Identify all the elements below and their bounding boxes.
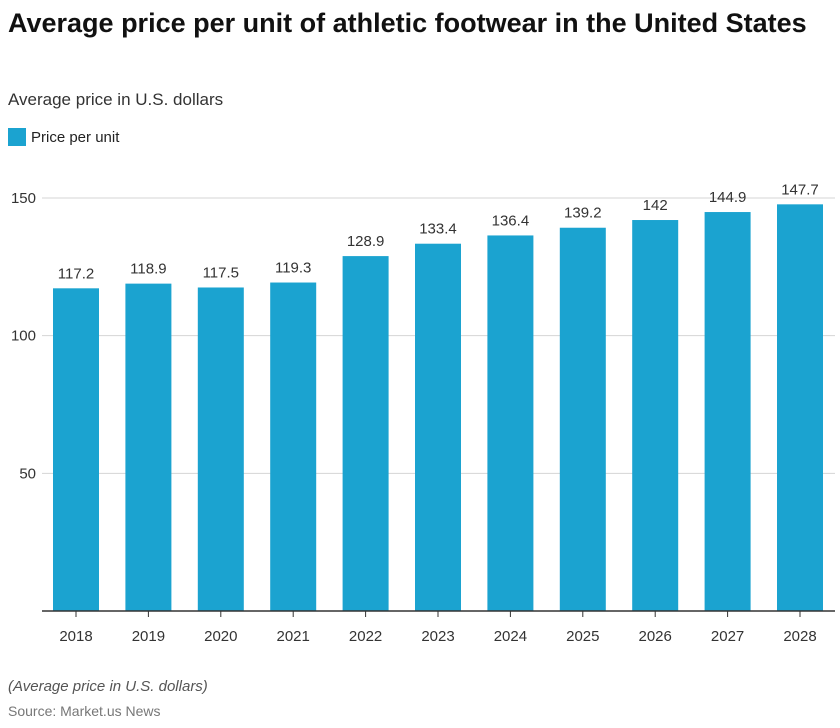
bar (342, 256, 389, 611)
y-tick-label: 150 (11, 190, 36, 207)
legend: Price per unit (8, 128, 119, 146)
bar (559, 227, 606, 611)
x-tick-label: 2027 (711, 628, 744, 645)
data-label: 117.5 (203, 264, 239, 281)
chart-subtitle: Average price in U.S. dollars (8, 90, 224, 109)
y-tick-label: 100 (11, 328, 36, 345)
x-tick-label: 2025 (566, 628, 599, 645)
x-tick-label: 2021 (277, 628, 310, 645)
data-label: 117.2 (58, 265, 94, 282)
x-tick-label: 2028 (783, 628, 816, 645)
x-tick-label: 2019 (132, 628, 165, 645)
chart-source: Source: Market.us News (8, 703, 161, 719)
bar (197, 287, 244, 611)
chart-note: (Average price in U.S. dollars) (8, 678, 208, 695)
x-tick-label: 2018 (59, 628, 92, 645)
bar (53, 288, 99, 611)
bar (270, 282, 317, 611)
data-label: 133.4 (419, 221, 457, 238)
x-tick-label: 2026 (639, 628, 672, 645)
data-label: 128.9 (347, 233, 385, 250)
data-label: 147.7 (781, 181, 819, 198)
bar (632, 220, 679, 611)
y-tick-label: 50 (19, 465, 36, 482)
legend-label: Price per unit (31, 128, 120, 146)
data-label: 118.9 (130, 261, 166, 278)
x-tick-label: 2022 (349, 628, 382, 645)
bar (704, 212, 751, 612)
data-label: 139.2 (564, 205, 602, 222)
bar (125, 283, 172, 611)
x-tick-label: 2024 (494, 628, 527, 645)
bar (777, 204, 823, 611)
data-label: 119.3 (275, 260, 311, 277)
bar (415, 243, 461, 612)
x-tick-label: 2023 (421, 628, 454, 645)
x-tick-label: 2020 (204, 628, 237, 645)
chart-title: Average price per unit of athletic footw… (8, 8, 807, 38)
data-label: 136.4 (492, 212, 530, 229)
bar (487, 235, 534, 612)
data-label: 142 (643, 197, 668, 214)
data-label: 144.9 (709, 189, 747, 206)
legend-swatch (8, 128, 26, 146)
